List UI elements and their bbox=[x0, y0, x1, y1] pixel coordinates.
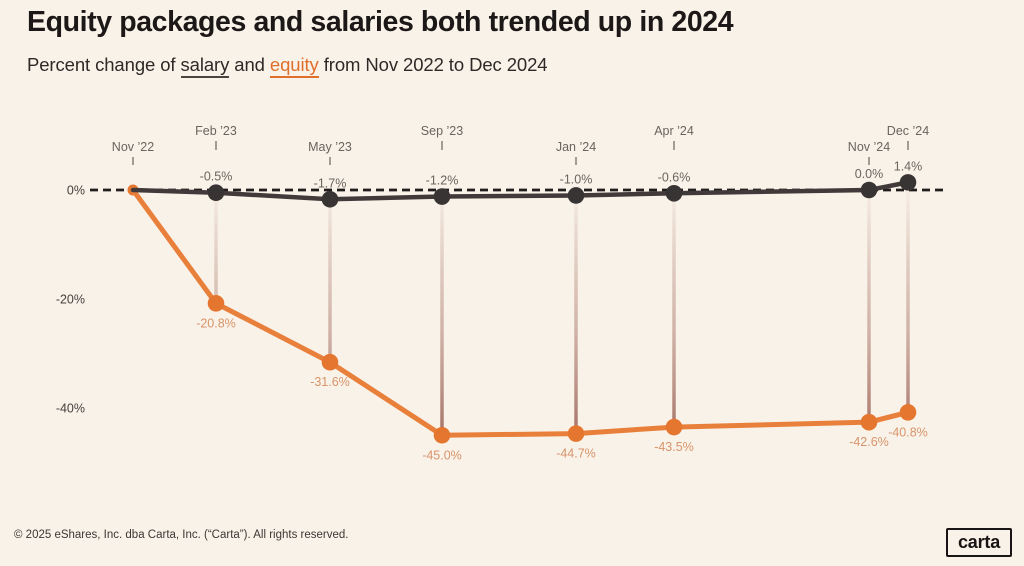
equity-line bbox=[130, 187, 911, 438]
x-axis-label: Jan ’24 bbox=[556, 140, 596, 154]
carta-logo: carta bbox=[946, 528, 1012, 557]
x-axis-label: Nov ’22 bbox=[112, 140, 154, 154]
x-axis-label: Feb ’23 bbox=[195, 124, 237, 138]
carta-logo-text: carta bbox=[957, 532, 1001, 552]
equity-point bbox=[433, 426, 451, 444]
equity-point bbox=[321, 353, 339, 371]
x-axis-label: Sep ’23 bbox=[421, 124, 463, 138]
salary-point bbox=[860, 181, 878, 199]
salary-point bbox=[665, 184, 683, 202]
equity-value-label: -42.6% bbox=[849, 435, 889, 449]
salary-value-label: 1.4% bbox=[894, 159, 923, 173]
subtitle-salary-term: salary bbox=[180, 54, 229, 78]
salary-value-label: 0.0% bbox=[855, 167, 884, 181]
subtitle-suffix: from Nov 2022 to Dec 2024 bbox=[318, 54, 548, 75]
page-title: Equity packages and salaries both trende… bbox=[27, 6, 734, 38]
salary-value-label: -1.2% bbox=[426, 174, 459, 188]
x-axis-label: Nov ’24 bbox=[848, 140, 890, 154]
equity-value-label: -43.5% bbox=[654, 440, 694, 454]
equity-value-label: -20.8% bbox=[196, 316, 236, 330]
salary-value-label: -1.7% bbox=[314, 176, 347, 190]
equity-point bbox=[665, 418, 683, 436]
equity-value-label: -44.7% bbox=[556, 447, 596, 461]
equity-point bbox=[860, 413, 878, 431]
y-axis-label: 0% bbox=[67, 184, 85, 198]
equity-point bbox=[899, 404, 917, 421]
salary-point bbox=[207, 184, 225, 202]
equity-point bbox=[207, 295, 225, 312]
y-axis-label: -40% bbox=[56, 402, 85, 416]
salary-point bbox=[321, 190, 339, 208]
salary-point bbox=[433, 188, 451, 205]
salary-value-label: -0.6% bbox=[658, 170, 691, 184]
salary-value-label: -0.5% bbox=[200, 170, 233, 184]
salary-line bbox=[130, 180, 911, 202]
copyright-text: © 2025 eShares, Inc. dba Carta, Inc. (“C… bbox=[14, 529, 349, 541]
equity-value-label: -31.6% bbox=[310, 375, 350, 389]
salary-point bbox=[899, 174, 917, 191]
equity-value-label: -45.0% bbox=[422, 448, 462, 462]
x-axis-label: May ’23 bbox=[308, 140, 352, 154]
subtitle-mid: and bbox=[229, 54, 270, 75]
y-axis-label: -20% bbox=[56, 293, 85, 307]
x-axis-label: Apr ’24 bbox=[654, 124, 694, 138]
chart-subtitle: Percent change of salary and equity from… bbox=[27, 54, 548, 78]
salary-point bbox=[567, 187, 585, 204]
equity-value-label: -40.8% bbox=[888, 425, 928, 439]
equity-point bbox=[567, 425, 585, 442]
salary-value-label: -1.0% bbox=[560, 172, 593, 186]
subtitle-equity-term: equity bbox=[269, 54, 319, 78]
subtitle-prefix: Percent change of bbox=[27, 54, 181, 75]
x-axis-label: Dec ’24 bbox=[887, 124, 929, 138]
